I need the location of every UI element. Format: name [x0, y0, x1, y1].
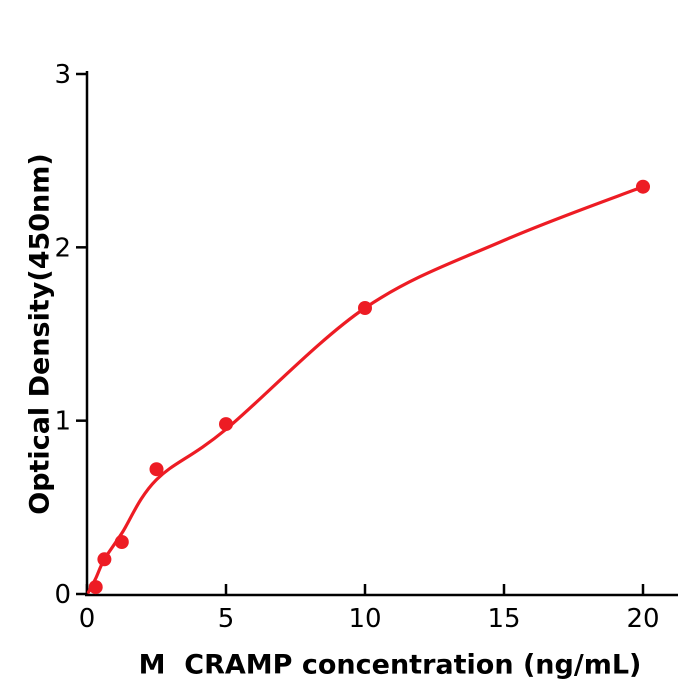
data-point [358, 301, 372, 315]
y-tick-label: 0 [54, 580, 71, 610]
y-tick-label: 2 [54, 233, 71, 263]
data-point [636, 179, 650, 194]
data-point [149, 462, 164, 477]
x-tick-label: 0 [79, 604, 96, 634]
x-tick-label: 5 [218, 604, 235, 634]
data-point [88, 580, 103, 595]
y-tick-label: 1 [54, 407, 71, 437]
y-axis-title: Optical Density(450nm) [24, 153, 56, 515]
x-tick-label: 15 [487, 604, 520, 634]
x-axis-title: M CRAMP concentration (ng/mL) [138, 649, 642, 681]
data-point [219, 417, 233, 432]
x-tick-label: 10 [348, 604, 381, 634]
data-point [97, 552, 112, 567]
fit-curve [86, 185, 645, 594]
x-tick-label: 20 [626, 604, 659, 634]
y-tick-label: 3 [54, 60, 71, 90]
data-point [114, 535, 129, 549]
